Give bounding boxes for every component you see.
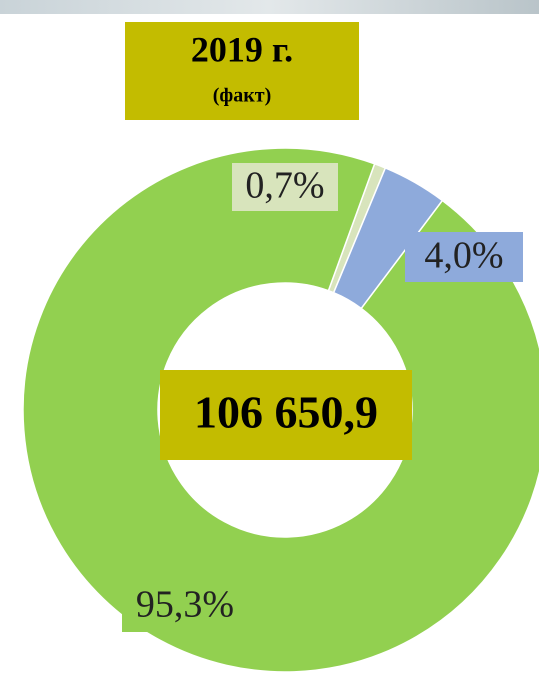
value-label: 0,7% [245, 165, 324, 207]
header-strip [0, 0, 539, 14]
title-box [125, 22, 359, 120]
value-label: 4,0% [424, 235, 503, 277]
value-label: 95,3% [136, 584, 234, 626]
value-label-box [232, 163, 338, 211]
chart-title: 2019 г. [191, 29, 293, 69]
center-label-box [160, 370, 412, 460]
center-label: 106 650,9 [194, 387, 378, 438]
chart-subtitle: (факт) [213, 85, 272, 107]
value-label-box [405, 232, 523, 282]
labels: 0,7% 4,0% 95,3% 106 650,9 [122, 163, 523, 632]
value-label-box [122, 580, 248, 632]
